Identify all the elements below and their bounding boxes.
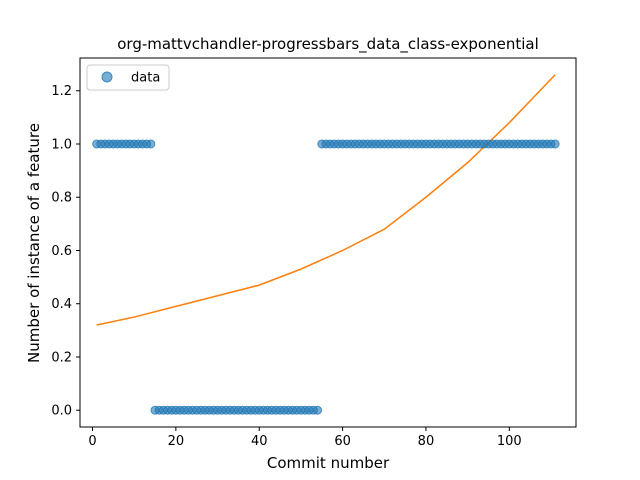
- x-tick-label: 40: [251, 434, 268, 449]
- x-tick-label: 20: [168, 434, 185, 449]
- y-ticks: 0.0 0.2 0.4 0.6 0.8 1.0 1.2: [51, 84, 80, 419]
- data-point: [550, 139, 560, 149]
- y-tick-label: 1.0: [51, 137, 72, 152]
- plot-frame: [79, 57, 577, 428]
- y-tick-label: 0.6: [51, 244, 72, 259]
- x-tick-label: 100: [497, 434, 522, 449]
- fit-line: [96, 74, 556, 326]
- data-point: [313, 405, 323, 415]
- x-tick-label: 60: [334, 434, 351, 449]
- y-tick-label: 0.4: [51, 297, 72, 312]
- y-tick-label: 1.2: [51, 84, 72, 99]
- x-axis-label: Commit number: [267, 454, 390, 472]
- y-axis-label: Number of instance of a feature: [25, 123, 43, 363]
- legend: data: [86, 64, 170, 91]
- legend-box: [86, 64, 170, 91]
- legend-marker-data: [101, 71, 113, 83]
- x-tick-label: 0: [88, 434, 96, 449]
- x-tick-label: 80: [418, 434, 435, 449]
- points-layer: [92, 139, 560, 415]
- y-tick-label: 0.2: [51, 350, 72, 365]
- fit-layer: [96, 74, 556, 326]
- y-tick-label: 0.8: [51, 191, 72, 206]
- chart-title: org-mattvchandler-progressbars_data_clas…: [117, 35, 539, 54]
- data-point: [146, 139, 156, 149]
- x-ticks: 0 20 40 60 80 100: [88, 427, 522, 449]
- y-tick-label: 0.0: [51, 404, 72, 419]
- legend-label-data: data: [131, 71, 160, 86]
